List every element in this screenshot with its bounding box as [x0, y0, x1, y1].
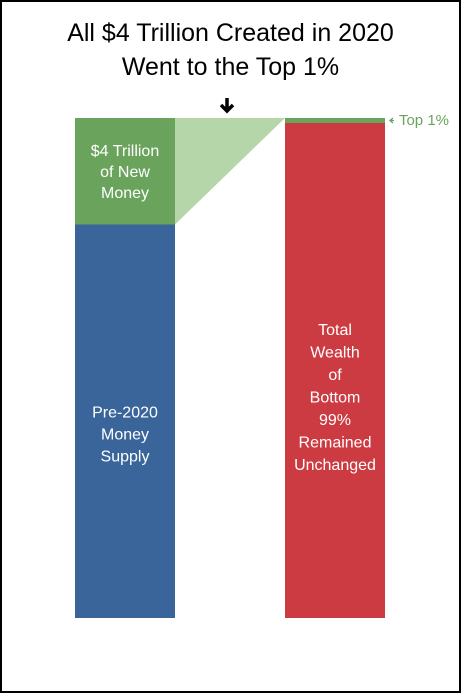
pre2020-label: Pre-2020 Money Supply [92, 405, 158, 466]
left-bar-new-money-segment [75, 118, 175, 225]
new-money-label: $4 Trillion of New Money [91, 143, 159, 202]
bottom99-label: Total Wealth of Bottom 99% Remained Unchanged [294, 322, 376, 474]
right-bar-bottom99-segment [285, 123, 385, 618]
right-bar-top1-segment [285, 118, 385, 123]
down-arrow-icon [219, 98, 235, 114]
top1-pointer-icon [388, 117, 394, 124]
new-money-connector [175, 118, 285, 225]
left-bar-pre2020-segment [75, 224, 175, 618]
chart-title-line-2: Went to the Top 1% [121, 53, 340, 81]
chart-title-line-1: All $4 Trillion Created in 2020 [67, 19, 394, 47]
chart-title: All $4 Trillion Created in 2020 Went to … [0, 16, 461, 84]
top1-label: Top 1% [399, 112, 449, 129]
